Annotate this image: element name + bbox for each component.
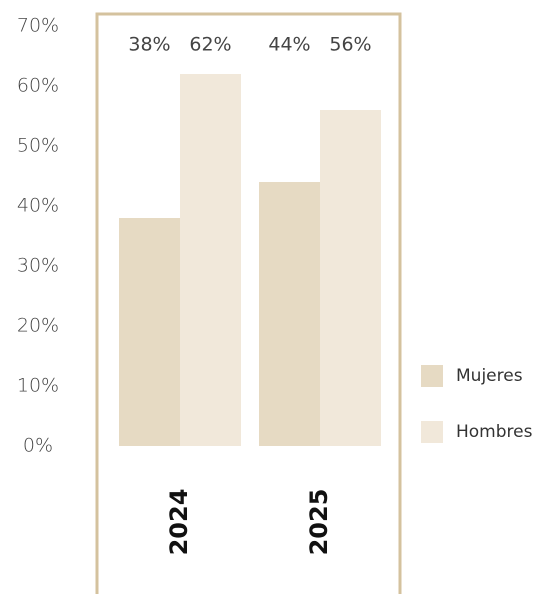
bar [119, 218, 180, 446]
legend-swatch [421, 365, 443, 387]
value-label: 38% [128, 34, 170, 56]
y-tick-label: 10% [17, 375, 59, 397]
legend-label: Mujeres [456, 366, 523, 386]
y-tick-label: 40% [17, 195, 59, 217]
legend-label: Hombres [456, 422, 533, 442]
value-label: 56% [329, 34, 371, 56]
y-tick-label: 70% [17, 15, 59, 37]
frame [95, 12, 402, 594]
y-tick-label: 20% [17, 315, 59, 337]
value-label: 44% [268, 34, 310, 56]
bar [259, 182, 320, 446]
y-tick-label: 0% [23, 435, 53, 457]
value-label: 62% [189, 34, 231, 56]
legend-swatch [421, 421, 443, 443]
y-tick-label: 60% [17, 75, 59, 97]
y-tick-label: 50% [17, 135, 59, 157]
x-tick-label: 2024 [165, 489, 193, 556]
bar [320, 110, 381, 446]
x-tick-label: 2025 [305, 489, 333, 556]
bar [180, 74, 241, 446]
y-tick-label: 30% [17, 255, 59, 277]
